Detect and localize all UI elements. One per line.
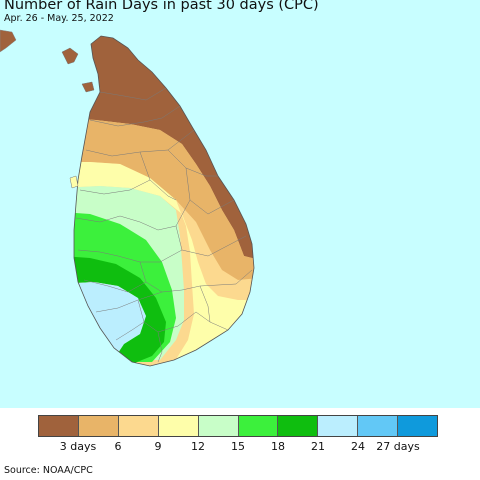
legend-tick-label: 9 bbox=[154, 440, 162, 453]
legend-tick-label: 12 bbox=[191, 440, 205, 453]
band-21-days bbox=[74, 256, 166, 364]
india-land bbox=[0, 29, 17, 53]
legend-swatch-4 bbox=[158, 416, 199, 436]
map-panel: Number of Rain Days in past 30 days (CPC… bbox=[0, 0, 480, 408]
legend-tick-label: 6 bbox=[114, 440, 122, 453]
legend-tick-label: 24 bbox=[351, 440, 365, 453]
band-12-days bbox=[74, 162, 254, 366]
map-title: Number of Rain Days in past 30 days (CPC… bbox=[4, 0, 319, 13]
band-6-days bbox=[74, 118, 254, 280]
legend-swatch-7 bbox=[278, 416, 319, 436]
legend-swatch-10 bbox=[398, 416, 438, 436]
legend-swatch-1 bbox=[39, 416, 79, 436]
legend-swatch-6 bbox=[238, 416, 279, 436]
legend-swatch-2 bbox=[78, 416, 119, 436]
legend-swatch-9 bbox=[358, 416, 399, 436]
legend-swatch-3 bbox=[118, 416, 159, 436]
legend-tick-label: 3 days bbox=[59, 440, 97, 453]
legend-tick-label: 18 bbox=[271, 440, 285, 453]
legend-tick-label: 21 bbox=[311, 440, 325, 453]
legend-swatch-8 bbox=[318, 416, 359, 436]
district-borders bbox=[75, 87, 253, 363]
jaffna-peninsula bbox=[61, 47, 79, 65]
date-range: Apr. 26 - May. 25, 2022 bbox=[4, 13, 114, 24]
mannar-island bbox=[81, 81, 95, 93]
legend-tick-label: 27 days bbox=[376, 440, 420, 453]
colorbar-legend bbox=[38, 415, 438, 437]
legend-swatch-5 bbox=[198, 416, 239, 436]
sri-lanka-outline bbox=[73, 35, 255, 367]
kalpitiya-islet bbox=[69, 175, 79, 189]
legend-tick-label: 15 bbox=[231, 440, 245, 453]
source-credit: Source: NOAA/CPC bbox=[4, 465, 93, 476]
